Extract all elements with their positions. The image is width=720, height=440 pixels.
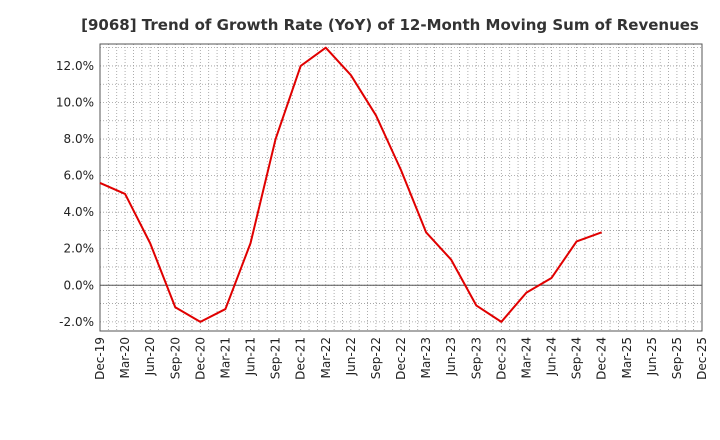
x-tick-label: Dec-24	[595, 337, 609, 380]
x-tick-label: Mar-20	[118, 337, 132, 378]
y-tick-label: 6.0%	[64, 169, 95, 183]
x-tick-label: Jun-24	[545, 337, 559, 376]
y-tick-label: 12.0%	[56, 59, 94, 73]
plot-area-frame	[99, 43, 703, 332]
x-tick-label: Mar-23	[419, 337, 433, 378]
x-grid-lines	[107, 44, 695, 331]
x-tick-label: Dec-23	[494, 337, 508, 380]
x-tick-label: Jun-22	[344, 337, 358, 376]
x-tick-label: Mar-21	[218, 337, 232, 378]
x-tick-label: Sep-23	[469, 337, 483, 379]
series-lines	[99, 46, 603, 323]
y-tick-label: -2.0%	[59, 315, 94, 329]
x-tick-label: Dec-22	[394, 337, 408, 380]
y-tick-label: 8.0%	[64, 132, 95, 146]
x-tick-label: Jun-25	[645, 337, 659, 376]
x-tick-label: Sep-24	[570, 337, 584, 379]
grid-lines	[100, 47, 702, 323]
x-axis-tick-labels: Dec-19 Mar-20 Jun-20 Sep-20 Dec-20 Mar-21 Jun-…	[93, 337, 709, 380]
x-tick-label: Dec-20	[193, 337, 207, 380]
y-tick-label: 2.0%	[64, 242, 95, 256]
x-tick-label: Jun-21	[244, 337, 258, 376]
y-axis-tick-labels: -2.0% 0.0% 2.0% 4.0% 6.0% 8.0% 10.0% 12.0%	[56, 59, 94, 329]
x-tick-label: Dec-21	[294, 337, 308, 380]
x-tick-label: Dec-25	[695, 337, 709, 380]
x-tick-label: Sep-22	[369, 337, 383, 379]
x-tick-label: Mar-24	[519, 337, 533, 378]
x-tick-label: Sep-21	[269, 337, 283, 379]
x-tick-label: Jun-23	[444, 337, 458, 376]
x-tick-label: Mar-25	[620, 337, 634, 378]
y-tick-label: 10.0%	[56, 96, 94, 110]
x-tick-label: Jun-20	[143, 337, 157, 376]
y-tick-label: 4.0%	[64, 205, 95, 219]
series-line	[99, 46, 603, 323]
chart-title: [9068] Trend of Growth Rate (YoY) of 12-…	[81, 16, 699, 34]
x-tick-label: Sep-20	[168, 337, 182, 379]
x-tick-label: Sep-25	[670, 337, 684, 379]
x-tick-label: Mar-22	[319, 337, 333, 378]
y-tick-label: 0.0%	[64, 278, 95, 292]
x-tick-label: Dec-19	[93, 337, 107, 380]
